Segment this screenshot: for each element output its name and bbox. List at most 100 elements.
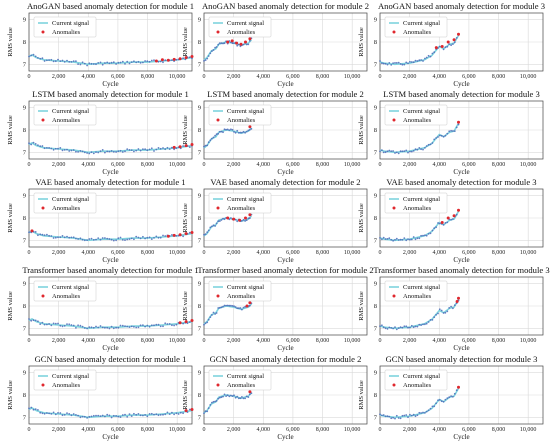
signal-point (171, 146, 173, 149)
anomaly-point (172, 233, 176, 237)
signal-point (133, 412, 135, 415)
x-tick-label: 0 (28, 250, 31, 256)
y-tick-label: 9 (198, 17, 201, 24)
signal-point (142, 235, 144, 238)
signal-point (83, 239, 86, 242)
signal-point (177, 413, 180, 415)
legend-box (208, 280, 272, 302)
signal-point (54, 322, 57, 325)
y-tick-label: 7 (374, 149, 378, 156)
current-signal-line (28, 406, 193, 419)
chart-panel-2: AnoGAN based anomaly detection for modul… (182, 1, 369, 88)
legend-anomaly-label: Anomalies (403, 29, 432, 36)
signal-point (390, 150, 393, 153)
signal-point (422, 60, 424, 62)
legend-box (384, 16, 448, 38)
signal-point (455, 126, 458, 129)
signal-point (431, 405, 434, 408)
signal-point (46, 412, 48, 414)
signal-point (226, 394, 229, 397)
legend-signal-label: Current signal (403, 20, 440, 27)
y-tick-label: 7 (374, 237, 378, 244)
plot-frame (28, 276, 193, 336)
plot-frame (203, 276, 368, 336)
y-tick-label: 8 (374, 127, 377, 134)
signal-point (83, 415, 86, 418)
x-tick-label: 0 (28, 74, 31, 80)
x-tick-label: 6,000 (286, 338, 300, 344)
signal-point (124, 63, 126, 65)
signal-point (70, 236, 73, 239)
legend-anomaly-label: Anomalies (52, 117, 81, 124)
signal-point (233, 42, 235, 44)
legend-anomaly-swatch (216, 206, 220, 210)
y-axis-label: RMS value (358, 291, 365, 321)
signal-point (218, 220, 221, 223)
x-axis-label: Cycle (453, 80, 469, 88)
signal-point (157, 60, 160, 63)
signal-point (137, 148, 140, 150)
signal-point (204, 322, 207, 325)
signal-point (115, 415, 117, 417)
y-tick-label: 9 (23, 193, 26, 200)
signal-point (233, 305, 235, 308)
signal-point (104, 62, 106, 64)
signal-point (77, 238, 79, 240)
signal-point (171, 324, 173, 327)
signal-point (43, 147, 46, 150)
y-tick-label: 7 (23, 237, 27, 244)
signal-point (32, 319, 35, 322)
signal-point (444, 311, 447, 314)
chart-panel-9: VAE based anomaly detection for module 3… (358, 177, 544, 264)
signal-point (175, 58, 178, 61)
anomaly-point (184, 320, 188, 324)
x-tick-label: 2,000 (52, 250, 66, 256)
signal-point (386, 150, 389, 153)
signal-point (395, 151, 398, 154)
signal-point (452, 130, 454, 132)
signal-point (222, 131, 224, 134)
legend-signal-label: Current signal (403, 196, 440, 203)
signal-point (209, 226, 212, 229)
signal-point (148, 325, 151, 328)
anomaly-point (190, 143, 194, 146)
anomaly-point (248, 37, 252, 41)
x-tick-label: 6,000 (286, 427, 300, 433)
signal-point (397, 152, 400, 155)
plot-frame (28, 188, 193, 248)
chart-panel-8: VAE based anomaly detection for module 2… (182, 177, 368, 264)
signal-dots-group (28, 318, 193, 330)
x-tick-label: 8,000 (316, 74, 330, 80)
plot-frame (379, 188, 544, 248)
x-tick-label: 2,000 (403, 162, 417, 168)
signal-point (153, 324, 155, 327)
signal-point (191, 57, 193, 60)
signal-point (222, 305, 224, 308)
signal-point (212, 311, 215, 314)
x-tick-label: 0 (379, 250, 382, 256)
signal-point (452, 307, 454, 310)
plot-frame (28, 12, 193, 72)
y-axis-label: RMS value (358, 203, 365, 233)
signal-point (137, 60, 140, 63)
plot-frame (379, 100, 544, 160)
signal-point (388, 149, 391, 152)
x-tick-label: 2,000 (227, 162, 241, 168)
signal-point (46, 59, 48, 62)
signal-point (422, 234, 424, 237)
signal-point (106, 150, 109, 153)
signal-point (95, 325, 97, 328)
signal-point (110, 238, 113, 241)
signal-point (218, 396, 221, 399)
signal-point (182, 412, 185, 415)
signal-point (130, 61, 133, 63)
signal-point (384, 415, 387, 418)
signal-point (381, 238, 383, 241)
signal-point (446, 397, 449, 400)
signal-point (244, 397, 247, 400)
signal-point (48, 234, 50, 237)
signal-point (90, 237, 93, 240)
signal-point (239, 45, 242, 48)
signal-point (425, 234, 428, 237)
signal-point (75, 150, 77, 153)
